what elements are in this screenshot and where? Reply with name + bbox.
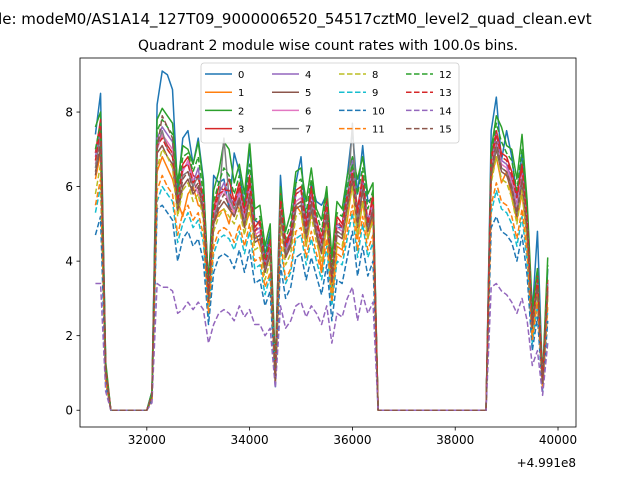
legend-label-8: 8: [372, 70, 378, 81]
legend-label-7: 7: [305, 125, 311, 136]
series-line-1: [94, 152, 549, 411]
legend-label-5: 5: [305, 88, 311, 99]
y-tick-label: 2: [65, 329, 73, 343]
legend-label-0: 0: [238, 70, 244, 81]
plot-area: [94, 70, 549, 411]
legend-label-3: 3: [238, 125, 244, 136]
series-line-10: [94, 204, 549, 411]
legend-label-14: 14: [439, 106, 452, 117]
x-tick-label: 38000: [436, 433, 474, 447]
legend-label-1: 1: [238, 88, 244, 99]
legend-label-11: 11: [372, 125, 385, 136]
x-axis-offset-label: +4.991e8: [517, 456, 576, 470]
series-line-9: [94, 185, 549, 411]
legend-label-4: 4: [305, 70, 311, 81]
x-tick-label: 36000: [333, 433, 371, 447]
legend-label-15: 15: [439, 125, 452, 136]
legend-label-12: 12: [439, 70, 452, 81]
chart-title: Quadrant 2 module wise count rates with …: [138, 38, 518, 54]
series-line-12: [94, 118, 549, 411]
y-tick-label: 4: [65, 254, 73, 268]
legend-label-2: 2: [238, 106, 244, 117]
legend-label-13: 13: [439, 88, 452, 99]
x-tick-label: 40000: [539, 433, 577, 447]
x-tick-label: 34000: [231, 433, 269, 447]
axes-frame: [79, 57, 577, 428]
y-tick-label: 6: [65, 180, 73, 194]
series-line-14: [95, 282, 549, 411]
legend-label-9: 9: [372, 88, 378, 99]
legend-label-6: 6: [305, 106, 311, 117]
legend-label-10: 10: [372, 106, 385, 117]
series-line-15: [94, 115, 549, 411]
figure-title: Data from file: modeM0/AS1A14_127T09_900…: [0, 10, 592, 29]
y-tick-label: 0: [65, 404, 73, 418]
y-tick-label: 8: [65, 105, 73, 119]
x-tick-label: 32000: [128, 433, 166, 447]
legend-box: [200, 62, 460, 144]
axes: 32000 34000 36000 38000 40000 0 2 4 6 8: [65, 57, 577, 447]
